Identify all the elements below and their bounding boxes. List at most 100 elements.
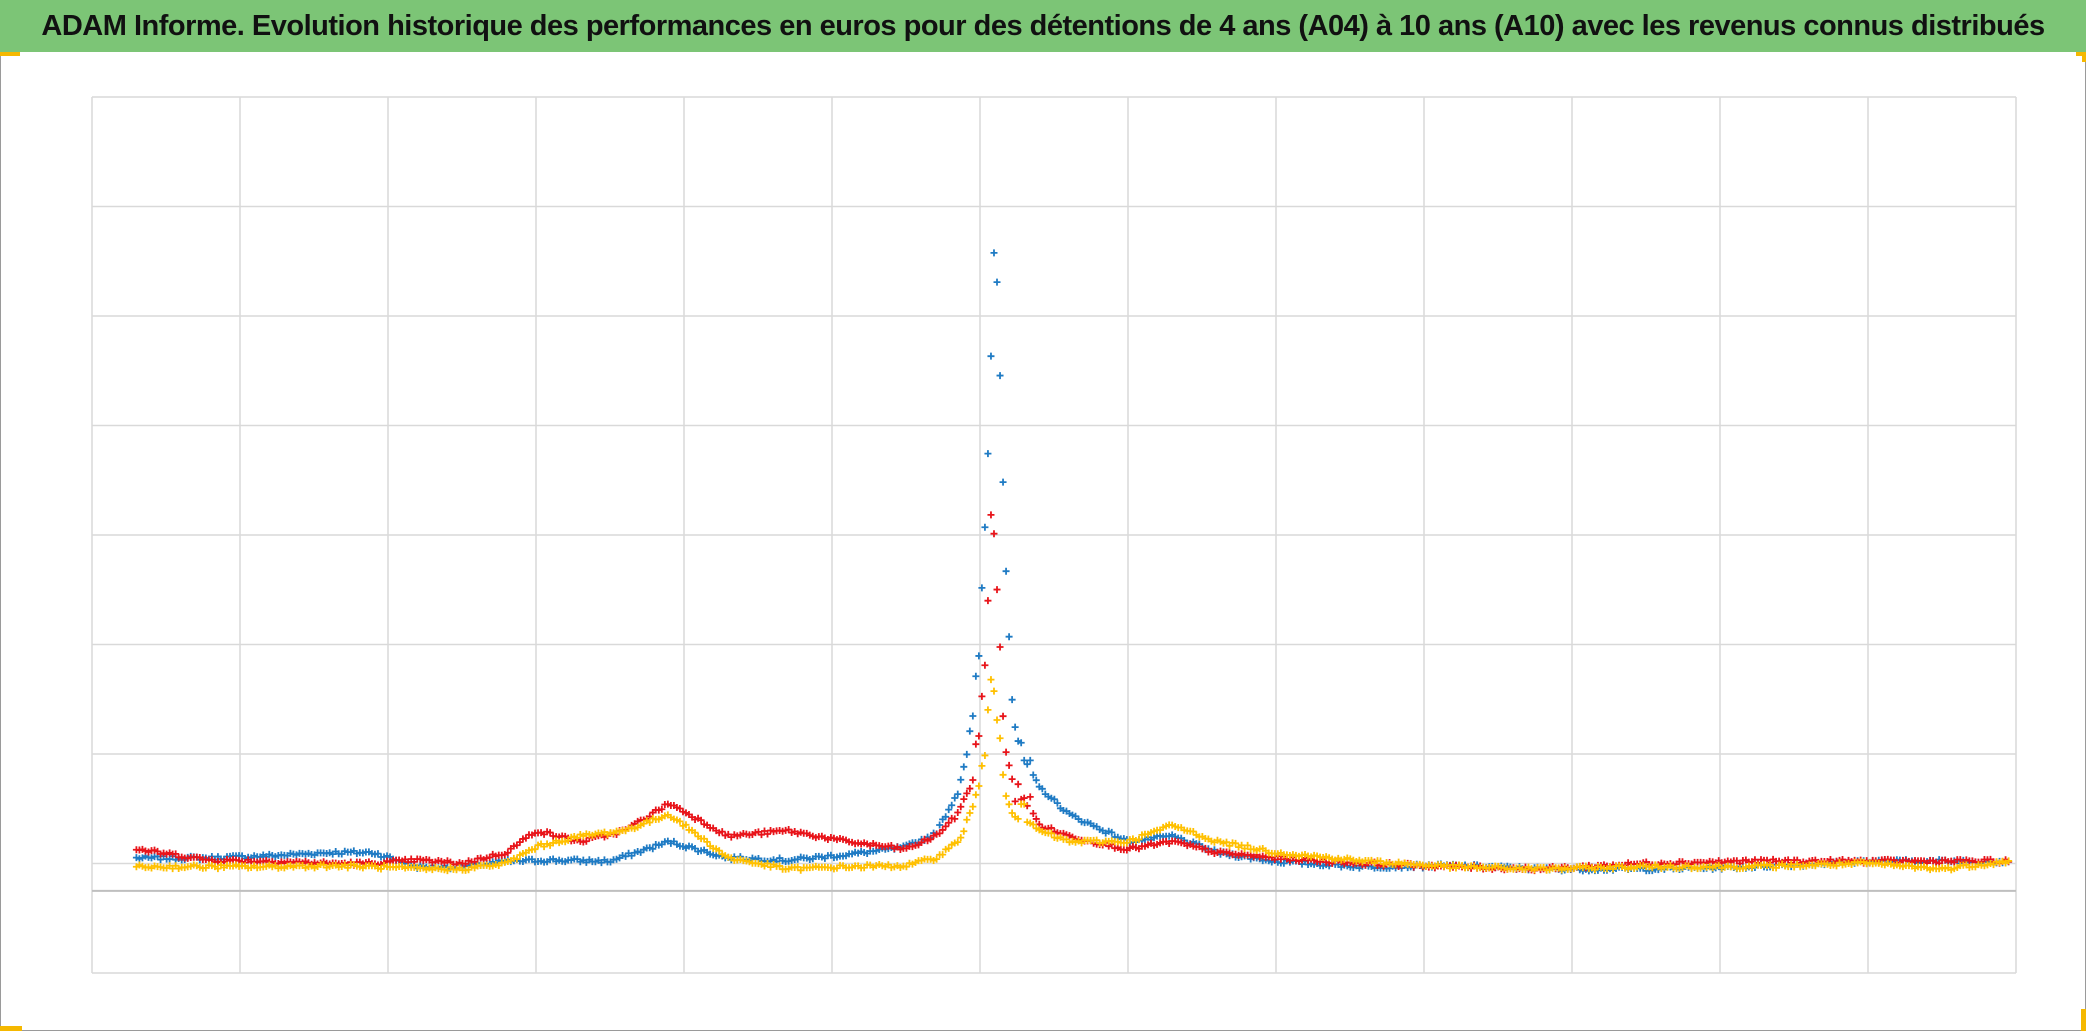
data-point xyxy=(966,727,974,735)
data-point xyxy=(981,523,989,531)
data-point xyxy=(1047,829,1055,837)
title-bar: ADAM Informe. Evolution historique des p… xyxy=(0,0,2086,52)
data-point xyxy=(1026,756,1034,764)
data-point xyxy=(1135,835,1143,843)
data-point xyxy=(945,819,953,827)
data-point xyxy=(990,687,998,695)
data-point xyxy=(996,734,1004,742)
data-point xyxy=(1029,809,1037,817)
data-point xyxy=(927,835,935,843)
data-point xyxy=(697,816,705,824)
data-point xyxy=(963,789,971,797)
data-point xyxy=(1026,793,1034,801)
data-point xyxy=(1050,795,1058,803)
data-point xyxy=(996,643,1004,651)
data-point xyxy=(1053,799,1061,807)
data-point xyxy=(939,826,947,834)
data-point xyxy=(960,763,968,771)
data-point xyxy=(1223,838,1230,846)
data-point xyxy=(2005,857,2013,865)
data-point xyxy=(703,838,711,846)
corner-accent-top-right-horizontal xyxy=(2076,52,2086,56)
data-point xyxy=(715,847,723,855)
data-point xyxy=(936,821,944,829)
chart-title: ADAM Informe. Evolution historique des p… xyxy=(41,9,2045,42)
data-point xyxy=(1020,794,1028,802)
data-point xyxy=(975,652,983,660)
data-point xyxy=(691,829,699,837)
data-point xyxy=(649,845,657,853)
data-point xyxy=(942,813,950,821)
data-point xyxy=(972,791,980,799)
data-point xyxy=(951,794,959,802)
data-point xyxy=(978,692,986,700)
data-point xyxy=(764,860,772,868)
data-point xyxy=(1005,761,1013,769)
data-point xyxy=(1826,855,1834,863)
data-point xyxy=(1005,633,1013,641)
data-point xyxy=(1011,797,1019,805)
data-point xyxy=(1014,780,1022,788)
data-point xyxy=(954,838,962,846)
data-point xyxy=(1017,739,1025,747)
data-point xyxy=(969,712,977,720)
series-2 xyxy=(132,676,2013,875)
corner-accent-bottom-right xyxy=(2081,1009,2086,1031)
data-point xyxy=(504,849,512,857)
data-point xyxy=(933,855,941,863)
data-point xyxy=(963,750,971,758)
data-point xyxy=(582,837,590,845)
corner-accent-top-right-vertical xyxy=(2082,52,2086,62)
data-point xyxy=(1008,696,1016,704)
data-point xyxy=(1244,841,1252,849)
data-point xyxy=(993,278,1001,286)
data-point xyxy=(984,706,992,714)
data-point xyxy=(999,478,1007,486)
data-point xyxy=(957,776,965,784)
data-point xyxy=(987,676,995,684)
data-point xyxy=(960,795,968,803)
data-point xyxy=(1232,839,1240,847)
data-point xyxy=(1201,844,1209,852)
data-point xyxy=(957,834,965,842)
data-point xyxy=(978,584,986,592)
data-point xyxy=(646,819,654,827)
data-point xyxy=(969,803,977,811)
data-point xyxy=(531,845,539,853)
data-point xyxy=(972,672,980,680)
data-point xyxy=(954,790,962,798)
data-point xyxy=(978,762,986,770)
data-point xyxy=(975,732,983,740)
data-point xyxy=(957,803,965,811)
data-point xyxy=(1023,760,1031,768)
data-marks xyxy=(132,249,2013,875)
data-point xyxy=(951,815,959,823)
data-point xyxy=(993,586,1001,594)
data-point xyxy=(939,851,947,859)
corner-accent-bottom-left xyxy=(0,1026,22,1031)
data-point xyxy=(945,844,953,852)
data-point xyxy=(984,450,992,458)
data-point xyxy=(682,821,690,829)
data-point xyxy=(990,249,998,257)
data-point xyxy=(1002,567,1010,575)
gridlines xyxy=(91,96,2017,974)
data-point xyxy=(990,530,998,538)
data-point xyxy=(954,809,962,817)
data-point xyxy=(1002,792,1010,800)
data-point xyxy=(942,822,950,830)
data-point xyxy=(1008,809,1016,817)
data-point xyxy=(975,782,983,790)
data-point xyxy=(1011,723,1019,731)
data-point xyxy=(1108,828,1116,836)
data-point xyxy=(1032,815,1040,823)
corner-accent-top-left xyxy=(0,52,20,56)
data-point xyxy=(1014,815,1022,823)
data-point xyxy=(987,511,995,519)
data-point xyxy=(966,809,974,817)
data-point xyxy=(764,830,772,838)
data-point xyxy=(963,816,971,824)
data-point xyxy=(1038,785,1046,793)
data-point xyxy=(1002,748,1010,756)
data-point xyxy=(1020,756,1028,764)
